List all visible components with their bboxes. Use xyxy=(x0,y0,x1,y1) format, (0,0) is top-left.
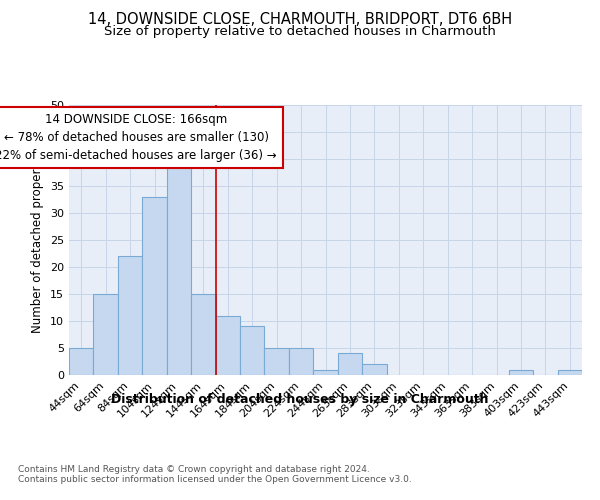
Bar xyxy=(167,164,191,375)
Bar xyxy=(69,348,94,375)
Bar xyxy=(338,354,362,375)
Bar xyxy=(265,348,289,375)
Bar xyxy=(94,294,118,375)
Text: 14, DOWNSIDE CLOSE, CHARMOUTH, BRIDPORT, DT6 6BH: 14, DOWNSIDE CLOSE, CHARMOUTH, BRIDPORT,… xyxy=(88,12,512,28)
Bar xyxy=(509,370,533,375)
Bar xyxy=(313,370,338,375)
Text: Distribution of detached houses by size in Charmouth: Distribution of detached houses by size … xyxy=(111,392,489,406)
Bar xyxy=(557,370,582,375)
Bar xyxy=(118,256,142,375)
Bar xyxy=(215,316,240,375)
Text: Size of property relative to detached houses in Charmouth: Size of property relative to detached ho… xyxy=(104,25,496,38)
Bar xyxy=(142,197,167,375)
Y-axis label: Number of detached properties: Number of detached properties xyxy=(31,147,44,333)
Bar xyxy=(191,294,215,375)
Bar xyxy=(362,364,386,375)
Bar xyxy=(289,348,313,375)
Text: 14 DOWNSIDE CLOSE: 166sqm
← 78% of detached houses are smaller (130)
22% of semi: 14 DOWNSIDE CLOSE: 166sqm ← 78% of detac… xyxy=(0,113,277,162)
Bar xyxy=(240,326,265,375)
Text: Contains HM Land Registry data © Crown copyright and database right 2024.: Contains HM Land Registry data © Crown c… xyxy=(18,465,370,474)
Text: Contains public sector information licensed under the Open Government Licence v3: Contains public sector information licen… xyxy=(18,475,412,484)
